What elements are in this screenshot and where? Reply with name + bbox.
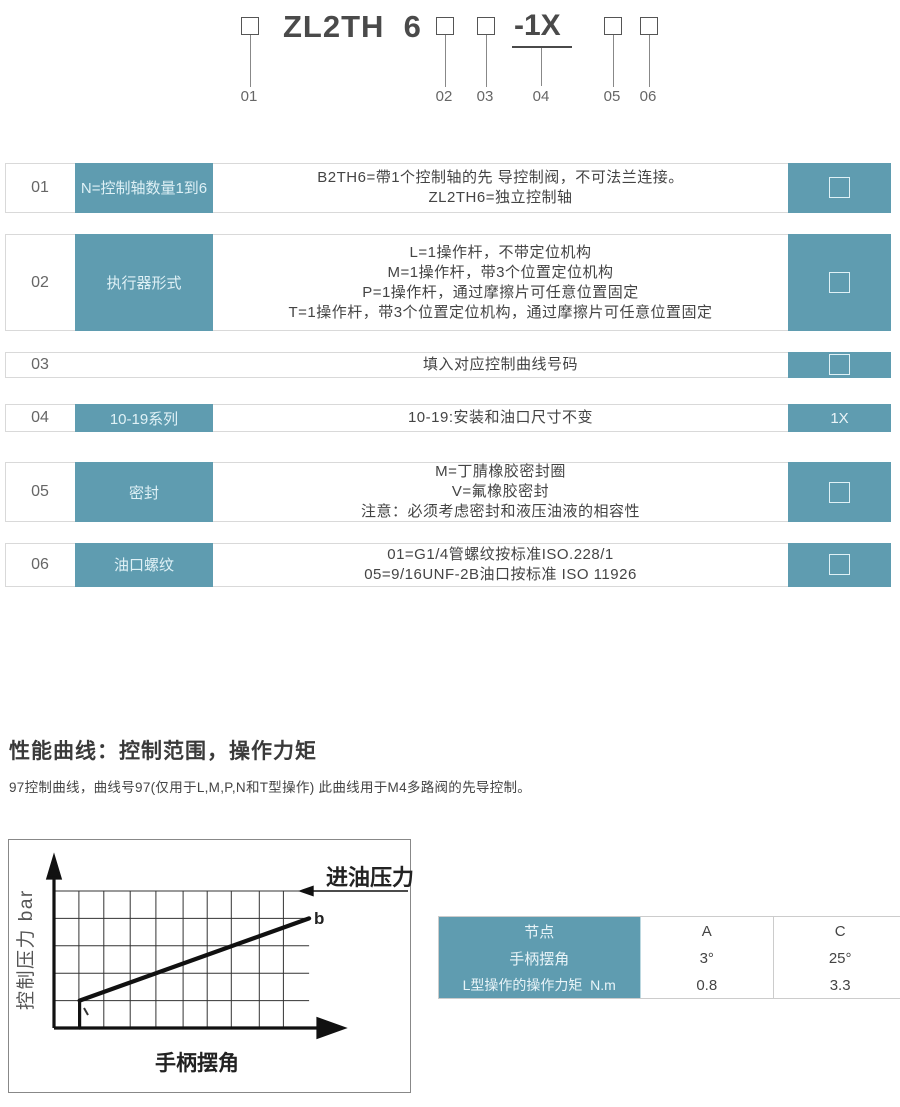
svg-text:手柄摆角: 手柄摆角 <box>155 1051 239 1075</box>
svg-text:进油压力: 进油压力 <box>326 865 414 890</box>
svg-text:b: b <box>314 909 324 928</box>
svg-text:控制压力 bar: 控制压力 bar <box>15 889 37 1010</box>
